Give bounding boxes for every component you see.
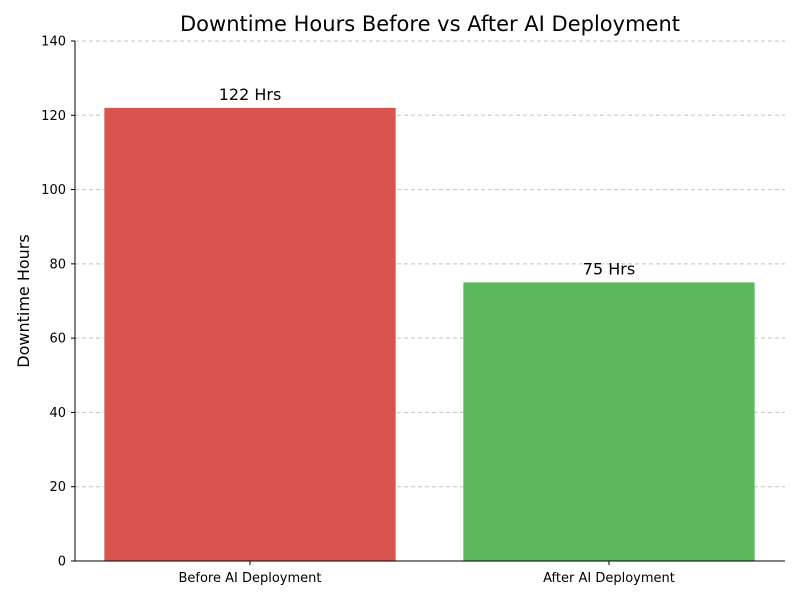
- bar: [463, 282, 755, 561]
- y-tick-label: 40: [49, 406, 66, 421]
- chart-title: Downtime Hours Before vs After AI Deploy…: [180, 12, 680, 36]
- y-tick-label: 20: [49, 480, 66, 495]
- y-tick-label: 120: [41, 109, 66, 124]
- y-tick-label: 140: [41, 35, 66, 50]
- data-labels: 122 Hrs 75 Hrs: [219, 85, 635, 279]
- data-label: 122 Hrs: [219, 85, 282, 104]
- bar: [104, 107, 396, 561]
- y-axis-label: Downtime Hours: [14, 234, 33, 367]
- y-tick-label: 60: [49, 332, 66, 347]
- data-label: 75 Hrs: [583, 259, 635, 278]
- y-tick-label: 0: [58, 555, 66, 570]
- x-tick-label: Before AI Deployment: [178, 571, 321, 586]
- y-tick-label: 100: [41, 183, 66, 198]
- y-tick-label: 80: [49, 257, 66, 272]
- x-tick-label: After AI Deployment: [543, 571, 675, 586]
- x-axis-ticks: Before AI Deployment After AI Deployment: [178, 561, 675, 586]
- bars: [104, 107, 755, 561]
- y-axis-ticks: 0 20 40 60 80 100 120 140: [41, 35, 75, 570]
